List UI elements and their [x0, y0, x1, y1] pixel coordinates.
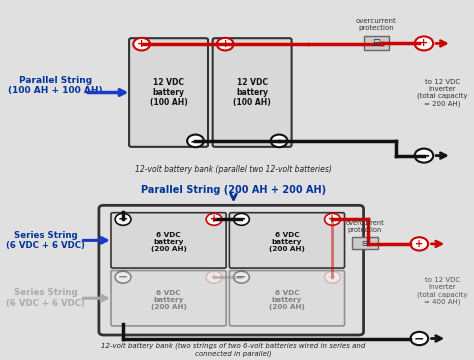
- Circle shape: [206, 213, 222, 225]
- Text: 6 VDC
battery
(200 AH): 6 VDC battery (200 AH): [269, 232, 305, 252]
- Circle shape: [115, 213, 131, 225]
- FancyBboxPatch shape: [111, 213, 226, 268]
- Text: +: +: [328, 272, 337, 282]
- Text: +: +: [210, 272, 218, 282]
- Text: +: +: [328, 214, 337, 224]
- FancyBboxPatch shape: [229, 270, 345, 326]
- Text: −: −: [236, 213, 246, 226]
- Text: 12-volt battery bank (two strings of two 6-volt batteries wired in series and
co: 12-volt battery bank (two strings of two…: [101, 343, 366, 357]
- Text: 6 VDC
battery
(200 AH): 6 VDC battery (200 AH): [151, 232, 186, 252]
- Circle shape: [271, 135, 287, 147]
- Text: Parallel String (200 AH + 200 AH): Parallel String (200 AH + 200 AH): [141, 185, 326, 194]
- Text: overcurrent
protection: overcurrent protection: [356, 18, 396, 31]
- Circle shape: [325, 213, 340, 225]
- Text: −: −: [118, 213, 128, 226]
- Text: 6 VDC
battery
(200 AH): 6 VDC battery (200 AH): [269, 290, 305, 310]
- Text: 12 VDC
battery
(100 AH): 12 VDC battery (100 AH): [150, 78, 187, 107]
- Text: Series String
(6 VDC + 6 VDC): Series String (6 VDC + 6 VDC): [6, 231, 85, 250]
- Text: to 12 VDC
inverter
(total capacity
= 200 AH): to 12 VDC inverter (total capacity = 200…: [417, 78, 468, 107]
- Circle shape: [410, 237, 428, 251]
- Text: −: −: [190, 134, 201, 148]
- Circle shape: [325, 271, 340, 283]
- Bar: [352, 237, 377, 249]
- FancyBboxPatch shape: [213, 38, 292, 147]
- Text: Series String
(6 VDC + 6 VDC): Series String (6 VDC + 6 VDC): [6, 288, 85, 308]
- FancyBboxPatch shape: [129, 38, 208, 147]
- Circle shape: [234, 271, 249, 283]
- Text: 12 VDC
battery
(100 AH): 12 VDC battery (100 AH): [233, 78, 271, 107]
- Text: 12-volt battery bank (parallel two 12-volt batteries): 12-volt battery bank (parallel two 12-vo…: [135, 165, 332, 174]
- Text: ⊟: ⊟: [361, 239, 368, 248]
- Text: to 12 VDC
inverter
(total capacity
= 400 AH): to 12 VDC inverter (total capacity = 400…: [417, 277, 468, 305]
- Text: ⊟: ⊟: [372, 39, 380, 49]
- Text: −: −: [118, 271, 128, 284]
- Circle shape: [234, 213, 249, 225]
- Text: +: +: [220, 39, 230, 49]
- Text: +: +: [415, 239, 423, 249]
- Text: overcurrent
protection: overcurrent protection: [345, 220, 384, 233]
- Bar: [364, 36, 389, 50]
- Circle shape: [187, 135, 204, 147]
- Text: 6 VDC
battery
(200 AH): 6 VDC battery (200 AH): [151, 290, 186, 310]
- Text: +: +: [419, 39, 428, 49]
- Text: −: −: [236, 271, 246, 284]
- Circle shape: [415, 36, 433, 50]
- Circle shape: [115, 271, 131, 283]
- Circle shape: [217, 38, 234, 50]
- Text: +: +: [210, 214, 218, 224]
- Circle shape: [133, 38, 150, 50]
- Text: −: −: [273, 134, 285, 148]
- FancyBboxPatch shape: [229, 213, 345, 268]
- FancyBboxPatch shape: [111, 270, 226, 326]
- Circle shape: [415, 149, 433, 163]
- Text: +: +: [137, 39, 146, 49]
- Text: −: −: [414, 332, 425, 345]
- Circle shape: [410, 332, 428, 345]
- Circle shape: [206, 271, 222, 283]
- Text: Parallel String
(100 AH + 100 AH): Parallel String (100 AH + 100 AH): [9, 76, 103, 95]
- Text: −: −: [418, 149, 430, 163]
